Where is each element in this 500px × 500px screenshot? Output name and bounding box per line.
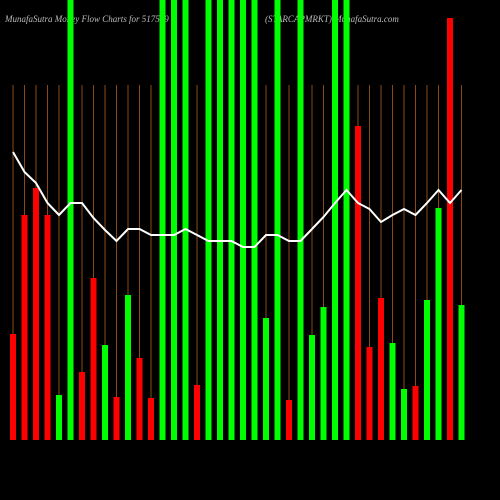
bar	[435, 208, 442, 440]
bar	[102, 345, 108, 440]
bar	[286, 400, 292, 440]
bar	[274, 0, 281, 440]
bar	[389, 343, 396, 440]
bar	[240, 0, 246, 440]
bar	[10, 334, 16, 440]
bar	[125, 295, 131, 440]
bar	[251, 0, 258, 440]
bar	[343, 0, 350, 440]
bar	[355, 126, 361, 440]
bar	[401, 389, 407, 440]
money-flow-line	[12, 151, 463, 248]
bar	[90, 278, 97, 440]
bar	[424, 300, 430, 440]
bar	[263, 318, 269, 440]
bar	[217, 0, 223, 440]
bar	[309, 335, 315, 440]
bar	[182, 0, 189, 440]
bar	[194, 385, 200, 440]
bar	[113, 397, 120, 440]
bar	[44, 215, 51, 440]
bar	[148, 398, 154, 440]
bar	[228, 0, 235, 440]
bar	[366, 347, 373, 440]
bar	[458, 305, 465, 440]
bar	[159, 0, 166, 440]
bar	[79, 372, 85, 440]
bar	[205, 0, 212, 440]
bar	[297, 0, 304, 440]
bar	[56, 395, 62, 440]
bar	[447, 18, 453, 440]
bar	[332, 0, 338, 440]
chart-title: MunafaSutra Money Flow Charts for 517569	[4, 14, 169, 24]
bar	[412, 386, 419, 440]
bar	[378, 298, 384, 440]
bar	[21, 215, 28, 440]
bar	[320, 307, 327, 440]
bar	[33, 188, 39, 440]
bar	[136, 358, 143, 440]
bar	[171, 0, 177, 440]
bar	[67, 0, 74, 440]
